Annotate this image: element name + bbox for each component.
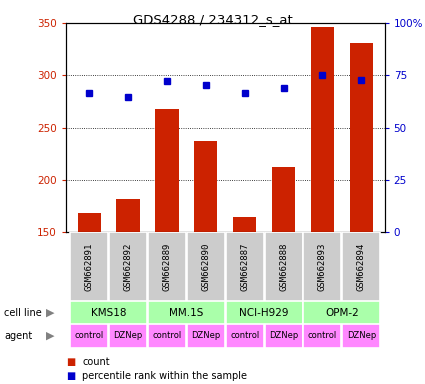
Bar bbox=[116, 199, 140, 384]
Text: MM.1S: MM.1S bbox=[169, 308, 204, 318]
Text: ▶: ▶ bbox=[46, 331, 54, 341]
Bar bbox=[264, 324, 303, 348]
Text: GSM662893: GSM662893 bbox=[318, 243, 327, 291]
Bar bbox=[148, 232, 186, 301]
Text: ▶: ▶ bbox=[46, 308, 54, 318]
Text: percentile rank within the sample: percentile rank within the sample bbox=[82, 371, 247, 381]
Bar bbox=[342, 232, 380, 301]
Bar bbox=[109, 232, 147, 301]
Bar bbox=[194, 141, 218, 384]
Text: GSM662892: GSM662892 bbox=[124, 243, 133, 291]
Text: control: control bbox=[308, 331, 337, 341]
Text: control: control bbox=[230, 331, 259, 341]
Bar bbox=[155, 109, 178, 384]
Bar bbox=[77, 214, 101, 384]
Text: NCI-H929: NCI-H929 bbox=[239, 308, 289, 318]
Text: GSM662890: GSM662890 bbox=[201, 243, 210, 291]
Text: GSM662894: GSM662894 bbox=[357, 243, 366, 291]
Bar bbox=[148, 324, 186, 348]
Text: ■: ■ bbox=[66, 371, 75, 381]
Bar bbox=[226, 232, 264, 301]
Bar bbox=[350, 43, 373, 384]
Bar bbox=[303, 232, 341, 301]
Bar bbox=[70, 301, 147, 324]
Bar bbox=[233, 217, 256, 384]
Text: ■: ■ bbox=[66, 357, 75, 367]
Text: DZNep: DZNep bbox=[191, 331, 221, 341]
Text: GSM662887: GSM662887 bbox=[240, 243, 249, 291]
Text: GDS4288 / 234312_s_at: GDS4288 / 234312_s_at bbox=[133, 13, 292, 26]
Text: KMS18: KMS18 bbox=[91, 308, 126, 318]
Bar bbox=[264, 232, 303, 301]
Bar bbox=[226, 324, 264, 348]
Bar bbox=[303, 301, 380, 324]
Text: cell line: cell line bbox=[4, 308, 42, 318]
Text: count: count bbox=[82, 357, 110, 367]
Bar bbox=[187, 324, 225, 348]
Text: DZNep: DZNep bbox=[269, 331, 298, 341]
Text: GSM662888: GSM662888 bbox=[279, 243, 288, 291]
Text: DZNep: DZNep bbox=[113, 331, 143, 341]
Bar bbox=[148, 301, 225, 324]
Text: DZNep: DZNep bbox=[347, 331, 376, 341]
Text: control: control bbox=[74, 331, 104, 341]
Bar bbox=[311, 27, 334, 384]
Text: GSM662891: GSM662891 bbox=[85, 243, 94, 291]
Bar bbox=[272, 167, 295, 384]
Text: OPM-2: OPM-2 bbox=[325, 308, 359, 318]
Bar bbox=[70, 232, 108, 301]
Bar bbox=[109, 324, 147, 348]
Text: agent: agent bbox=[4, 331, 32, 341]
Bar bbox=[303, 324, 341, 348]
Bar bbox=[226, 301, 303, 324]
Text: GSM662889: GSM662889 bbox=[162, 243, 171, 291]
Bar bbox=[342, 324, 380, 348]
Bar bbox=[187, 232, 225, 301]
Text: control: control bbox=[152, 331, 181, 341]
Bar bbox=[70, 324, 108, 348]
